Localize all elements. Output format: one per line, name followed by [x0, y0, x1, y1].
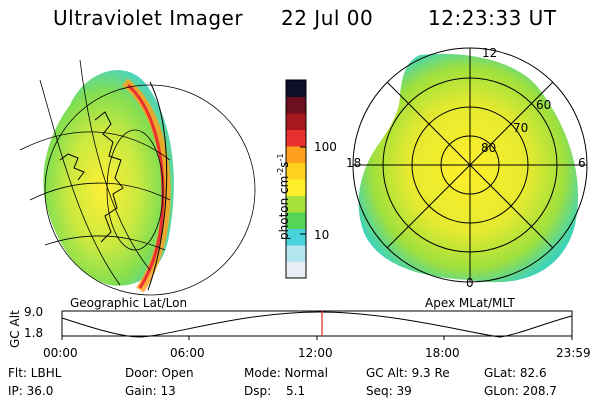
- timeline-xtick-0600: 06:00: [170, 346, 205, 360]
- geo-coastline: [94, 111, 124, 243]
- mlt-label-12: 12: [482, 46, 498, 60]
- info-glon: GLon: 208.7: [484, 384, 557, 398]
- timeline-xtick-0000: 00:00: [43, 346, 78, 360]
- colorbar-band: [286, 146, 306, 163]
- info-door: Door: Open: [125, 366, 194, 380]
- mlt-label-18: 18: [346, 156, 362, 170]
- mlt-label-6: 6: [578, 156, 586, 170]
- colorbar-band: [286, 179, 306, 196]
- geo-caption: Geographic Lat/Lon: [70, 296, 188, 310]
- timeline-ylabel: GC Alt: [8, 310, 22, 348]
- geo-grid-inner: [106, 129, 164, 251]
- colorbar-band: [286, 261, 306, 279]
- info-dsp-value: 5.1: [286, 384, 306, 398]
- colorbar-band: [286, 80, 306, 97]
- timeline-ytick-max: 9.0: [24, 305, 44, 319]
- polar-emission: [358, 53, 579, 283]
- mlt-label-0: 0: [466, 276, 474, 290]
- header-date: 22 Jul 00: [281, 6, 374, 30]
- lat-label-60: 60: [536, 98, 552, 112]
- timeline-ytick-min: 1.8: [24, 326, 44, 340]
- info-filter: Flt: LBHL: [8, 366, 62, 380]
- colorbar-band: [286, 96, 306, 114]
- gc-alt-curve: [61, 311, 573, 338]
- geo-emission: [43, 70, 174, 286]
- colorbar-band: [286, 129, 306, 147]
- colorbar-band: [286, 245, 306, 262]
- lat-label-70: 70: [513, 121, 529, 135]
- colorbar-band: [286, 228, 306, 246]
- colorbar-band: [286, 195, 306, 213]
- polar-caption: Apex MLat/MLT: [425, 296, 515, 310]
- instrument-title: Ultraviolet Imager: [53, 6, 244, 30]
- info-gc-alt: GC Alt: 9.3 Re: [366, 366, 450, 380]
- colorbar-tick-100: 100: [314, 140, 337, 154]
- timeline-xtick-1800: 18:00: [425, 346, 460, 360]
- timeline-xtick-2359: 23:59: [556, 346, 591, 360]
- geo-grid-outer: [44, 84, 256, 296]
- info-seq: Seq: 39: [366, 384, 412, 398]
- info-dsp-label: Dsp:: [244, 384, 272, 398]
- colorbar-band: [286, 113, 306, 130]
- info-glat: GLat: 82.6: [484, 366, 547, 380]
- header-time: 12:23:33 UT: [428, 6, 557, 30]
- timeline-frame: [61, 310, 573, 337]
- info-ip: IP: 36.0: [8, 384, 54, 398]
- info-gain: Gain: 13: [125, 384, 176, 398]
- colorbar-tick-10: 10: [314, 228, 330, 242]
- timeline-xtick-1200: 12:00: [298, 346, 333, 360]
- geo-oval-core: [126, 83, 165, 289]
- colorbar-band: [286, 212, 306, 229]
- info-mode: Mode: Normal: [244, 366, 328, 380]
- colorbar-band: [286, 162, 306, 180]
- lat-label-80: 80: [481, 141, 497, 155]
